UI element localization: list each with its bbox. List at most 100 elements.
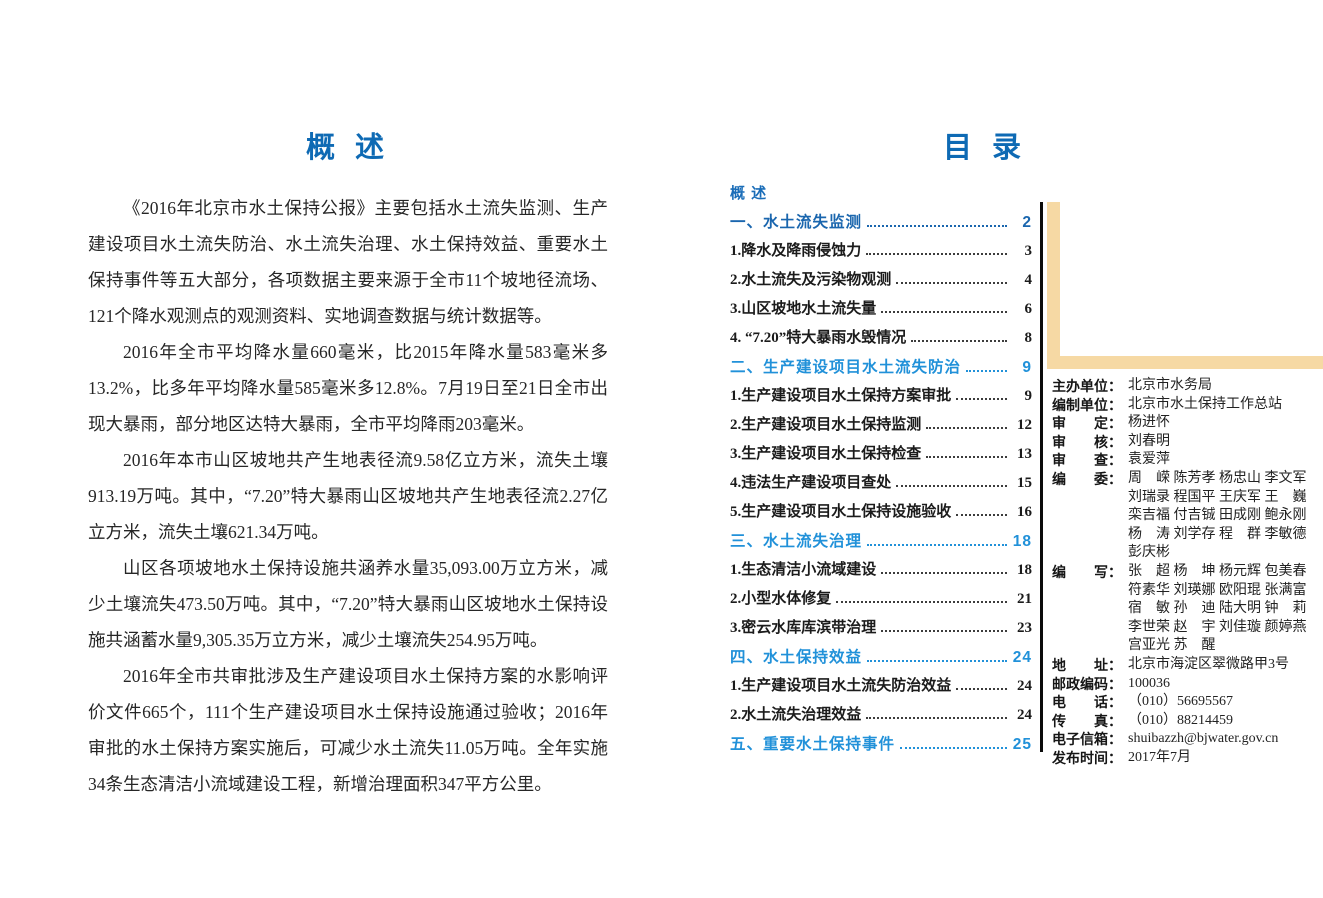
colophon-value-line: 北京市水务局: [1128, 378, 1212, 393]
toc-entry-label: 2.水土流失及污染物观测: [730, 272, 892, 288]
toc-entry-page-number: 24: [1012, 649, 1032, 666]
toc-entry-page-number: 3: [1024, 243, 1033, 259]
toc-entry: 4.违法生产建设项目查处 15: [730, 469, 1032, 498]
colophon-value-line: 杨进怀: [1128, 415, 1170, 431]
colophon-value: 北京市海淀区翠微路甲3号: [1128, 656, 1323, 675]
colophon-row: 邮政编码： 100036: [1052, 675, 1323, 694]
toc-entry-label: 3.山区坡地水土流失量: [730, 301, 877, 317]
ribbon-vertical-bar: [1047, 202, 1060, 369]
colophon-value-line: 宫亚光 苏 醒: [1128, 638, 1216, 654]
toc-dotted-leader: [966, 370, 1007, 372]
toc-dotted-leader: [881, 572, 1007, 574]
colophon-label: 审 查：: [1052, 452, 1122, 469]
colophon-label: 编 委：: [1052, 470, 1122, 487]
colophon-value-line: （010）88214459: [1128, 712, 1233, 728]
overview-paragraph: 2016年本市山区坡地共产生地表径流9.58亿立方米，流失土壤913.19万吨。…: [88, 450, 608, 542]
colophon-value: 周 嵘 陈芳孝 杨忠山 李文军 刘瑞录 程国平 王庆军 王 巍栾吉福 付吉铖 田成…: [1128, 470, 1323, 563]
toc-dotted-leader: [896, 282, 1007, 284]
toc-entry: 2.水土流失及污染物观测 4: [730, 266, 1032, 295]
toc-dotted-leader: [867, 544, 1007, 546]
toc-entry-page-number: 4: [1024, 272, 1033, 288]
vertical-divider-line: [1040, 202, 1043, 752]
toc-entry: 五、重要水土保持事件 25: [730, 730, 1032, 759]
toc-dotted-leader: [956, 514, 1007, 516]
toc-dotted-leader: [836, 601, 1007, 603]
toc-entry-label: 概 述: [730, 185, 768, 202]
toc-entry-label: 1.生产建设项目水土流失防治效益: [730, 678, 952, 694]
colophon-value: 北京市水土保持工作总站: [1128, 396, 1323, 415]
colophon-row: 审 核： 刘春明: [1052, 433, 1323, 452]
toc-dotted-leader: [866, 717, 1007, 719]
colophon-label: 传 真：: [1052, 712, 1122, 729]
toc-entry-label: 1.生产建设项目水土保持方案审批: [730, 388, 952, 404]
toc-entry-label: 2.小型水体修复: [730, 591, 832, 607]
colophon-value: shuibazzh@bjwater.gov.cn: [1128, 730, 1323, 749]
toc-dotted-leader: [956, 398, 1007, 400]
toc-entry-page-number: 25: [1012, 736, 1032, 753]
toc-entry: 5.生产建设项目水土保持设施验收 16: [730, 498, 1032, 527]
colophon-row: 发布时间： 2017年7月: [1052, 749, 1323, 768]
toc-entry-label: 1.降水及降雨侵蚀力: [730, 243, 862, 259]
toc-entry-page-number: 16: [1017, 504, 1032, 520]
toc-dotted-leader: [881, 311, 1007, 313]
colophon-value-line: 张 超 杨 坤 杨元辉 包美春: [1128, 563, 1307, 579]
toc-dotted-leader: [926, 427, 1007, 429]
toc-entry: 4. “7.20”特大暴雨水毁情况 8: [730, 324, 1032, 353]
colophon-value: 张 超 杨 坤 杨元辉 包美春 符素华 刘瑛娜 欧阳琨 张满富宿 敏 孙 迪 陆大…: [1128, 563, 1323, 656]
colophon-value: 北京市水务局: [1128, 377, 1323, 396]
colophon-row: 主办单位： 北京市水务局: [1052, 377, 1323, 396]
colophon-label: 电子信箱：: [1052, 731, 1122, 748]
toc-entry-label: 4.违法生产建设项目查处: [730, 475, 892, 491]
toc-title: 目 录: [942, 132, 1028, 164]
colophon-label: 审 定：: [1052, 415, 1122, 432]
overview-body: 《2016年北京市水土保持公报》主要包括水土流失监测、生产建设项目水土流失防治、…: [88, 190, 608, 802]
colophon-row: 地 址： 北京市海淀区翠微路甲3号: [1052, 656, 1323, 675]
colophon-row: 审 查： 袁爱萍: [1052, 451, 1323, 470]
toc-entry-label: 5.生产建设项目水土保持设施验收: [730, 504, 952, 520]
toc-entry-label: 一、水土流失监测: [730, 214, 863, 231]
toc-entry: 二、生产建设项目水土流失防治 9: [730, 353, 1032, 382]
colophon-label: 地 址：: [1052, 656, 1122, 673]
colophon-value: 杨进怀: [1128, 414, 1323, 433]
colophon-label: 编制单位：: [1052, 396, 1122, 413]
colophon-value-line: 袁爱萍: [1128, 452, 1170, 468]
toc-entry: 2.水土流失治理效益 24: [730, 701, 1032, 730]
colophon-value-line: 刘瑞录 程国平 王庆军 王 巍: [1128, 489, 1307, 505]
toc-dotted-leader: [881, 630, 1007, 632]
colophon-row: 电 话： （010）56695567: [1052, 693, 1323, 712]
colophon-value: 2017年7月: [1128, 749, 1323, 768]
toc-entry: 四、水土保持效益 24: [730, 643, 1032, 672]
toc-dotted-leader: [896, 485, 1007, 487]
colophon-row: 传 真： （010）88214459: [1052, 712, 1323, 731]
toc-entry: 三、水土流失治理 18: [730, 527, 1032, 556]
toc-entry: 概 述: [730, 179, 1032, 208]
toc-entry-page-number: 2: [1022, 214, 1032, 231]
colophon-value-line: 符素华 刘瑛娜 欧阳琨 张满富: [1128, 582, 1307, 598]
toc-entry-page-number: 9: [1022, 359, 1032, 376]
toc-entry-page-number: 13: [1017, 446, 1032, 462]
colophon-panel: 主办单位： 北京市水务局 编制单位： 北京市水土保持工作总站 审 定： 杨进怀 …: [1052, 377, 1323, 767]
toc-entry-page-number: 8: [1024, 330, 1033, 346]
colophon-label: 审 核：: [1052, 433, 1122, 450]
toc-entry-page-number: 18: [1017, 562, 1032, 578]
colophon-value: 100036: [1128, 675, 1323, 694]
colophon-value: （010）88214459: [1128, 712, 1323, 731]
colophon-value-line: 杨 涛 刘学存 程 群 李敏德: [1128, 526, 1307, 542]
colophon-value-line: 刘春明: [1128, 433, 1170, 449]
colophon-value-line: （010）56695567: [1128, 694, 1233, 710]
colophon-value-line: 栾吉福 付吉铖 田成刚 鲍永刚: [1128, 508, 1307, 524]
colophon-value-line: 彭庆彬: [1128, 545, 1170, 561]
toc-entry-label: 1.生态清洁小流域建设: [730, 562, 877, 578]
toc-entry-label: 四、水土保持效益: [730, 649, 863, 666]
toc-entry-label: 4. “7.20”特大暴雨水毁情况: [730, 330, 907, 346]
toc-entry: 1.生态清洁小流域建设 18: [730, 556, 1032, 585]
toc-entry: 3.密云水库库滨带治理 23: [730, 614, 1032, 643]
colophon-row: 审 定： 杨进怀: [1052, 414, 1323, 433]
toc-entry-page-number: 12: [1017, 417, 1032, 433]
toc-entry: 3.山区坡地水土流失量 6: [730, 295, 1032, 324]
toc-entry-page-number: 6: [1024, 301, 1033, 317]
colophon-value-line: 宿 敏 孙 迪 陆大明 钟 莉: [1128, 601, 1307, 617]
colophon-value-line: 2017年7月: [1128, 749, 1191, 765]
toc-dotted-leader: [911, 340, 1007, 342]
toc-entry: 一、水土流失监测 2: [730, 208, 1032, 237]
